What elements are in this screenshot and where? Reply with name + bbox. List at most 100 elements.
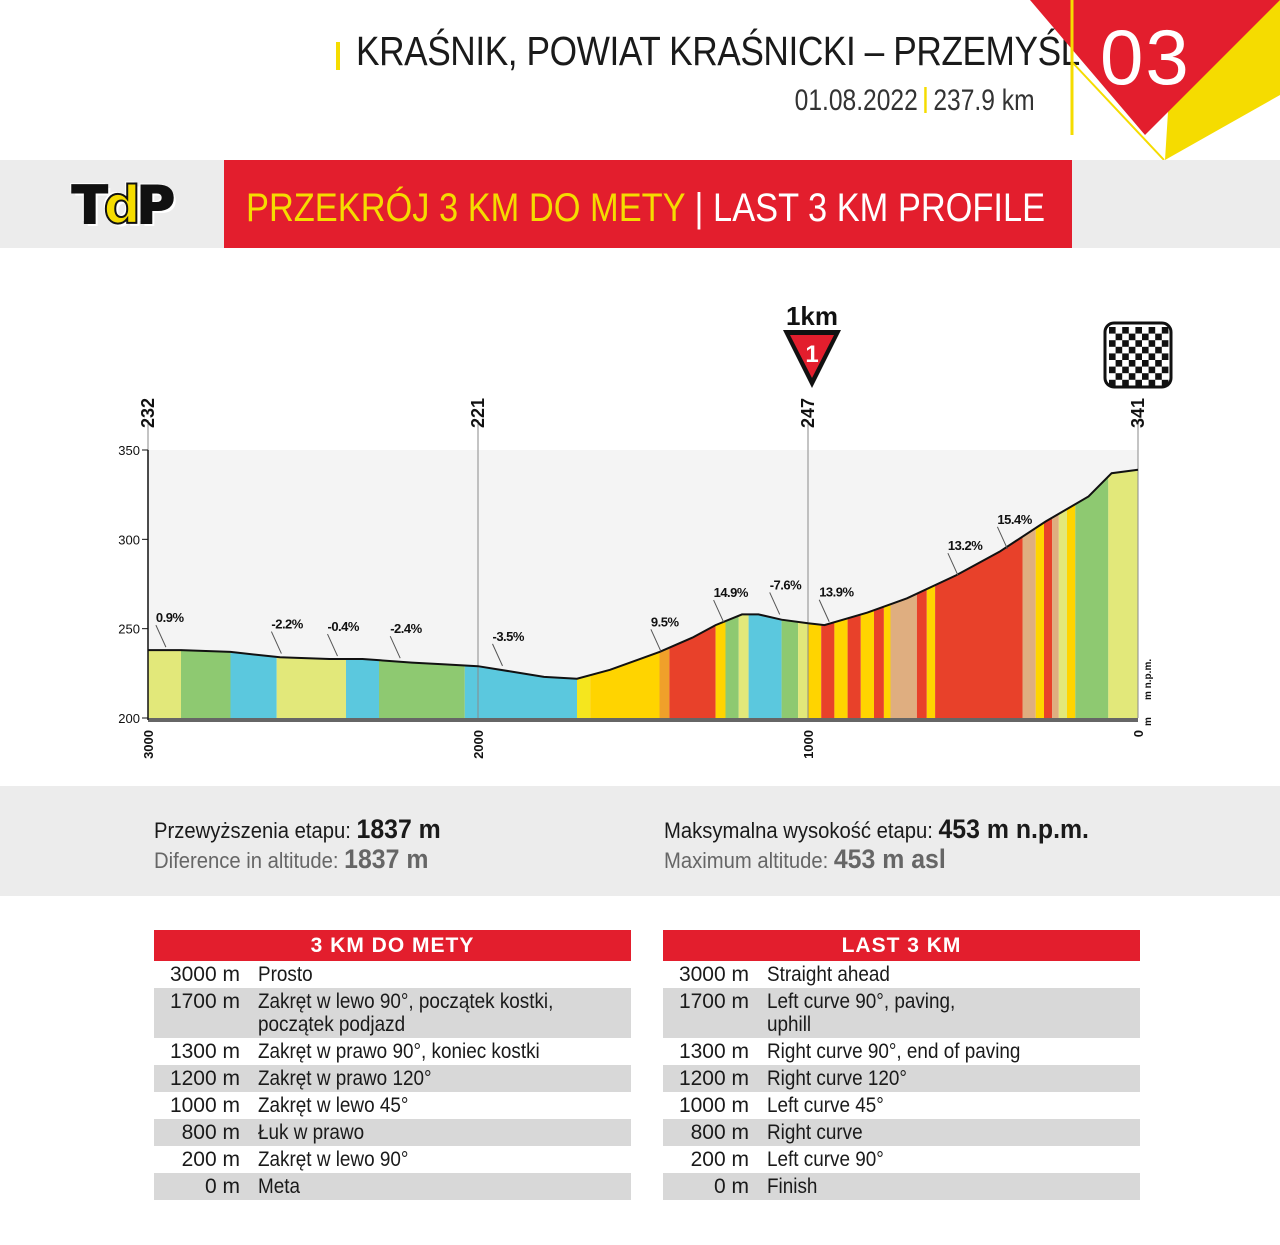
finish-flag-square [1161,366,1169,374]
gradient-label: 14.9% [714,585,749,600]
row-description: Straight ahead [767,963,890,986]
gradient-segment [1108,469,1138,718]
table-row: 200 m Left curve 90° [663,1146,1140,1173]
gradient-pointer [155,624,167,648]
gradient-label: 13.9% [819,585,854,600]
gradient-segment [847,614,861,718]
finish-flag-square [1155,346,1162,354]
row-description: Łuk w prawo [258,1121,365,1144]
row-distance: 800 m [663,1119,767,1146]
gradient-label: -7.6% [770,577,802,592]
gradient-label: 15.4% [997,512,1032,527]
y-unit-label: m n.p.m. [1143,659,1154,700]
gradient-segment [874,606,884,718]
row-description: Left curve 45° [767,1094,884,1117]
finish-flag-square [1135,340,1142,347]
y-tick-label: 350 [118,443,140,458]
row-description: Zakręt w lewo 90° [258,1148,409,1171]
gradient-label: 0.9% [156,610,185,625]
finish-flag-square [1155,333,1162,341]
profile-title: PRZEKRÓJ 3 KM DO METY | LAST 3 KM PROFIL… [246,186,1045,231]
date-separator [924,87,928,113]
row-description: Right curve 120° [767,1067,907,1090]
row-distance: 200 m [181,1148,240,1171]
row-description: Meta [258,1175,301,1198]
finish-flag-square [1109,327,1116,334]
finish-flag-square [1115,373,1123,380]
finish-flag-square [1142,373,1149,380]
finish-flag-square [1122,327,1129,334]
finish-flag-square [1148,327,1156,334]
gradient-segment [926,585,936,718]
row-description-cell: Left curve 45° [767,1092,1140,1119]
finish-flag-square [1122,353,1129,360]
gradient-segment [798,622,808,718]
finish-flag-square [1135,353,1142,360]
stage-date: 01.08.2022 [795,84,919,117]
row-distance: 1300 m [169,1040,240,1063]
altitude-difference-pl: Przewyższenia etapu: 1837 m [154,814,441,844]
table-row: 3000 m Prosto [154,961,631,988]
row-description-cell: Prosto [258,961,631,988]
row-distance: 3000 m [169,963,240,986]
gradient-pointer [769,592,781,615]
table-row: 0 m Meta [154,1173,631,1200]
gradient-pointer [947,552,959,576]
row-description: Left curve 90°, paving, uphill [767,990,956,1036]
gradient-pointer [327,633,338,657]
gradient-pointer [996,526,1008,550]
row-distance: 0 m [663,1173,767,1200]
x-tick-label: 2000 [471,730,486,759]
finish-flag-square [1115,333,1123,341]
finish-flag-square [1122,340,1129,347]
gradient-segment [590,651,660,718]
gradient-segment [781,619,799,718]
row-distance: 1700 m [663,988,767,1038]
table-row: 800 m Right curve [663,1119,1140,1146]
gradient-pointer [492,643,503,667]
row-description-cell: Łuk w prawo [258,1119,631,1146]
finish-flag-square [1109,340,1116,347]
gradient-segment [276,656,346,718]
finish-flag-square [1109,379,1116,387]
profile-title-en: LAST 3 KM PROFILE [713,186,1046,230]
row-distance: 3000 m [678,963,749,986]
finish-flag-square [1142,333,1149,341]
gradient-pointer [713,599,725,623]
stage-distance: 237.9 km [933,84,1035,117]
km-altitude-tag: 247 [798,398,818,428]
x-tick-label: 3000 [141,730,156,759]
finish-flag-square [1148,379,1156,387]
gradient-segment [935,536,1023,718]
finish-flag-square [1148,366,1156,374]
km-altitude-tag: 221 [468,398,488,428]
finish-flag-square [1142,360,1149,367]
finish-flag-square [1148,340,1156,347]
x-unit-label: m [1143,717,1154,726]
gradient-segment [577,675,591,718]
gradient-segment [808,623,822,718]
stage-date-distance: 01.08.2022 237.9 km [795,84,1035,118]
row-description: Left curve 90° [767,1148,884,1171]
row-description-cell: Left curve 90° [767,1146,1140,1173]
gradient-segment [1035,522,1044,718]
table-row: 1300 m Right curve 90°, end of paving [663,1038,1140,1065]
row-description-cell: Zakręt w lewo 45° [258,1092,631,1119]
row-description-cell: Zakręt w lewo 90°, początek kostki, pocz… [258,988,631,1038]
km-altitude-tag: 341 [1128,398,1148,428]
table-row: 1300 m Zakręt w prawo 90°, koniec kostki [154,1038,631,1065]
elevation-line [148,468,1139,680]
finish-flag-square [1142,346,1149,354]
gradient-segment [346,659,379,718]
gradient-segment [748,614,782,718]
row-description: Right curve 90°, end of paving [767,1040,1021,1063]
one-km-number: 1 [805,341,818,368]
table-row: 1200 m Right curve 120° [663,1065,1140,1092]
table-row: 1700 m Zakręt w lewo 90°, początek kostki… [154,988,631,1038]
finish-flag-square [1128,346,1136,354]
row-description-cell: Right curve 90°, end of paving [767,1038,1140,1065]
finish-flag-square [1135,327,1142,334]
route-table-pl: 3 KM DO METY 3000 m Prosto 1700 m Zakręt w … [154,930,631,1200]
one-km-flag-inner [790,335,834,378]
row-distance: 800 m [154,1119,258,1146]
